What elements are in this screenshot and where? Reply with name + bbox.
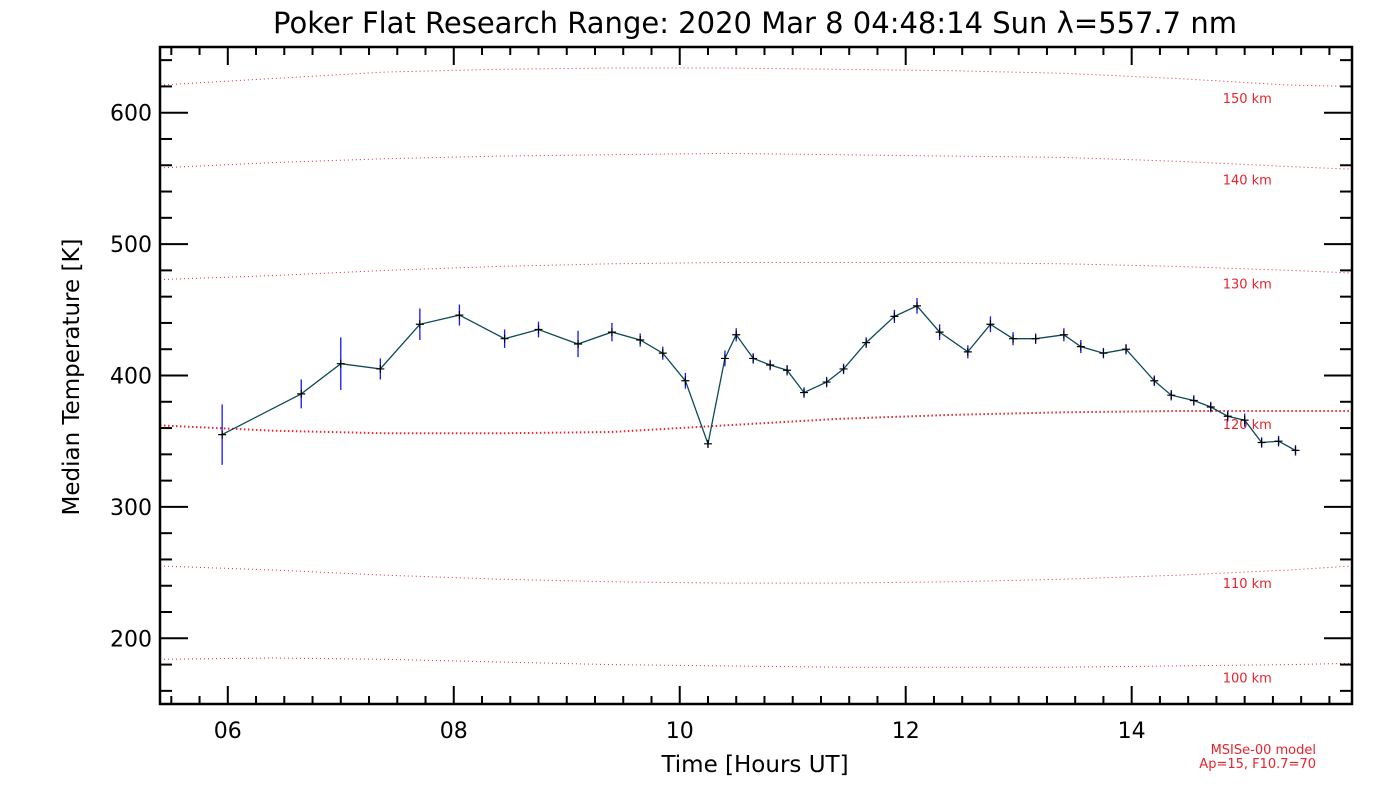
x-tick-label: 10 <box>666 719 694 744</box>
x-tick-label: 14 <box>1118 719 1146 744</box>
data-point <box>986 320 995 329</box>
y-tick-label: 300 <box>110 496 152 521</box>
data-point <box>297 389 306 398</box>
data-point <box>534 325 543 334</box>
model-note-line-2: Ap=15, F10.7=70 <box>1199 757 1316 772</box>
altitude-label-5: 100 km <box>1223 672 1272 687</box>
altitude-curve-2 <box>159 262 1353 281</box>
altitude-curve-5 <box>159 657 1353 668</box>
data-point <box>862 338 871 347</box>
data-point <box>1009 334 1018 343</box>
altitude-curves: 150 km 140 km 130 km 120 km 110 km 100 km <box>159 67 1353 687</box>
data-point <box>913 301 922 310</box>
data-point <box>500 334 509 343</box>
data-point <box>1150 376 1159 385</box>
data-point <box>935 328 944 337</box>
data-point <box>839 364 848 373</box>
data-point <box>800 388 809 397</box>
data-point <box>749 354 758 363</box>
plot-axes: 06 08 10 12 14 200 300 400 500 600 <box>110 45 1354 744</box>
x-tick-label: 08 <box>440 719 468 744</box>
data-point <box>415 320 424 329</box>
chart-title: Poker Flat Research Range: 2020 Mar 8 04… <box>273 6 1237 40</box>
data-point <box>1122 345 1131 354</box>
altitude-label-4: 110 km <box>1223 577 1272 592</box>
data-point <box>1189 396 1198 405</box>
data-point <box>1257 438 1266 447</box>
temperature-series <box>218 297 1300 465</box>
data-point <box>703 439 712 448</box>
data-point <box>1076 342 1085 351</box>
data-point <box>783 366 792 375</box>
altitude-curve-1 <box>159 152 1353 170</box>
data-point <box>1223 412 1232 421</box>
model-note-line-1: MSISe-00 model <box>1211 743 1316 758</box>
data-point <box>574 339 583 348</box>
altitude-label-1: 140 km <box>1223 174 1272 189</box>
data-point <box>1099 349 1108 358</box>
data-point <box>376 364 385 373</box>
data-point <box>1240 416 1249 425</box>
data-point <box>720 354 729 363</box>
data-point <box>1206 403 1215 412</box>
x-tick-label: 06 <box>214 719 242 744</box>
data-point <box>963 347 972 356</box>
data-point <box>1031 334 1040 343</box>
data-point <box>1167 391 1176 400</box>
altitude-label-2: 130 km <box>1223 277 1272 292</box>
data-point <box>658 349 667 358</box>
plot-frame <box>158 45 1354 706</box>
data-point <box>1291 446 1300 455</box>
altitude-curve-0 <box>159 67 1353 87</box>
altitude-label-0: 150 km <box>1223 92 1272 107</box>
data-point <box>732 330 741 339</box>
y-tick-label: 500 <box>110 233 152 258</box>
altitude-curve-4 <box>159 565 1353 584</box>
data-point <box>455 311 464 320</box>
data-point <box>1274 437 1283 446</box>
data-point <box>336 359 345 368</box>
y-tick-label: 600 <box>110 102 152 127</box>
y-tick-label: 400 <box>110 365 152 390</box>
y-axis-label: Median Temperature [K] <box>59 239 85 516</box>
data-point <box>1059 330 1068 339</box>
x-tick-label: 12 <box>892 719 920 744</box>
data-point <box>218 430 227 439</box>
data-point <box>681 376 690 385</box>
altitude-label-3: 120 km <box>1223 418 1272 433</box>
altitude-curve-3 <box>159 410 1352 435</box>
y-tick-label: 200 <box>110 627 152 652</box>
data-point <box>607 328 616 337</box>
x-axis-label: Time [Hours UT] <box>660 752 848 778</box>
data-point <box>766 360 775 369</box>
data-point <box>822 378 831 387</box>
series-line <box>221 305 1296 451</box>
data-point <box>636 336 645 345</box>
data-point <box>890 312 899 321</box>
